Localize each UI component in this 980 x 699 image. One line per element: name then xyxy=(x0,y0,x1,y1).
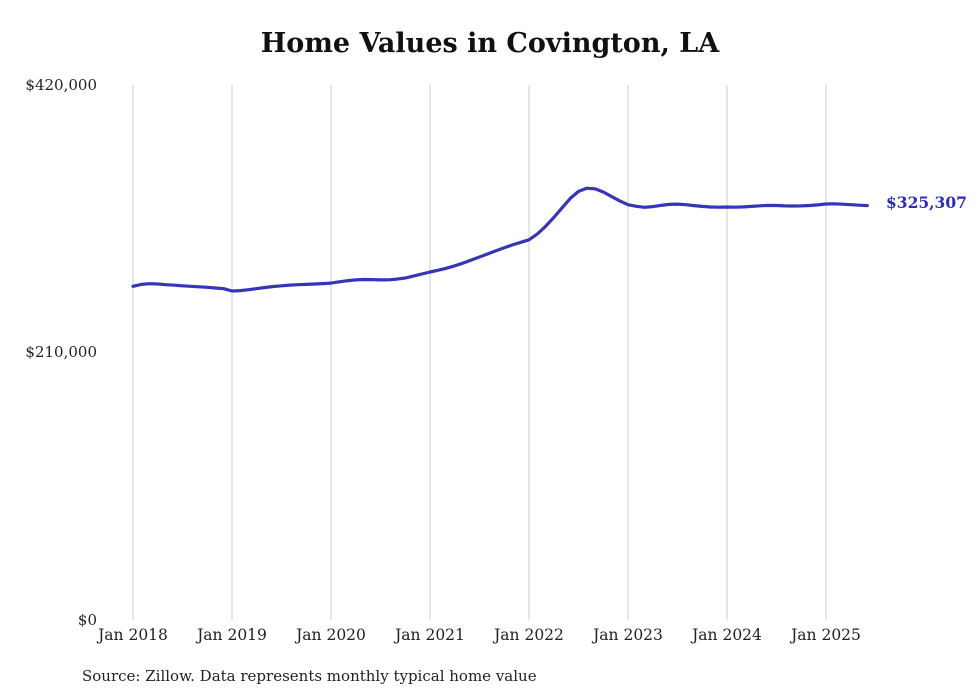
home-value-line xyxy=(131,186,869,293)
x-axis-tick-label: Jan 2024 xyxy=(690,626,762,644)
latest-value-label: $325,307 xyxy=(886,193,967,212)
y-axis-tick-0: $0 xyxy=(77,611,97,629)
x-axis-tick-label: Jan 2019 xyxy=(195,626,267,644)
x-axis-tick-label: Jan 2018 xyxy=(96,626,168,644)
source-note: Source: Zillow. Data represents monthly … xyxy=(82,667,537,685)
x-axis-tick-label: Jan 2022 xyxy=(492,626,564,644)
chart-title: Home Values in Covington, LA xyxy=(260,28,720,59)
y-axis-tick-420000: $420,000 xyxy=(25,76,97,94)
x-axis-tick-label: Jan 2020 xyxy=(294,626,366,644)
x-axis-tick-label: Jan 2025 xyxy=(789,626,861,644)
x-axis-tick-label: Jan 2021 xyxy=(393,626,465,644)
y-axis-tick-210000: $210,000 xyxy=(25,343,97,361)
x-axis-tick-label: Jan 2023 xyxy=(591,626,663,644)
